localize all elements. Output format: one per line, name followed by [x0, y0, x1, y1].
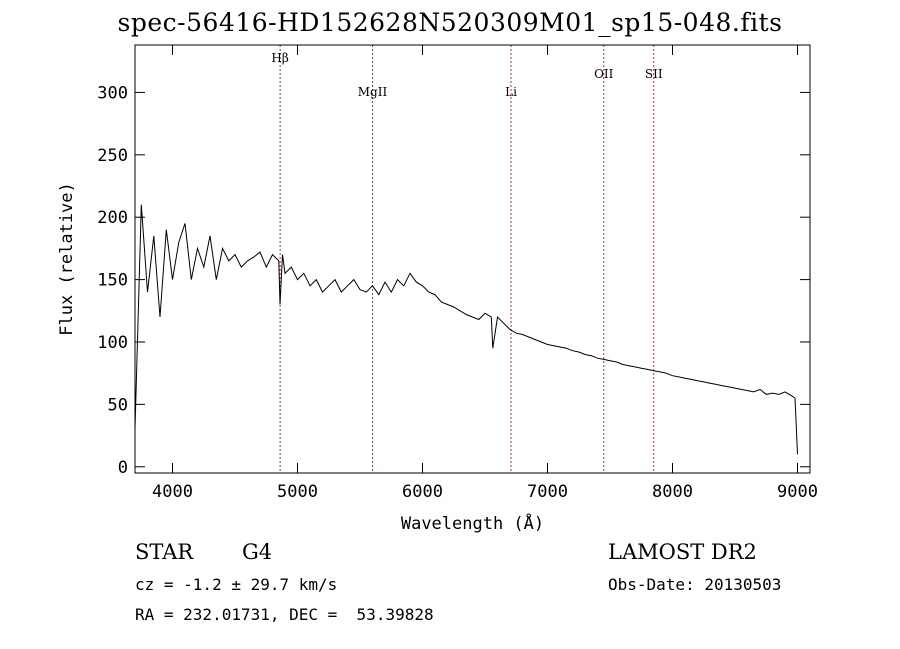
- spectral-line-label: MgII: [358, 85, 388, 99]
- y-tick-label: 200: [97, 208, 128, 228]
- spectral-line-label: OII: [594, 67, 614, 81]
- y-tick-label: 0: [118, 458, 128, 478]
- redshift-text: cz = -1.2 ± 29.7 km/s: [135, 575, 338, 594]
- coordinates: RA = 232.01731, DEC = 53.39828: [135, 605, 434, 624]
- y-tick-label: 300: [97, 83, 128, 103]
- axis-ticks: 4000 5000 6000 7000 8000 9000 0 50 100 150 200 250 3…: [97, 45, 818, 502]
- x-axis-label: Wavelength (Å): [401, 512, 544, 534]
- spectrum-line: [134, 204, 798, 455]
- x-tick-label: 4000: [152, 482, 193, 502]
- y-tick-label: 250: [97, 146, 128, 166]
- spectral-line-label: SII: [645, 67, 663, 81]
- x-tick-label: 5000: [277, 482, 318, 502]
- x-tick-label: 9000: [777, 482, 818, 502]
- survey-name: LAMOST DR2: [608, 540, 757, 564]
- y-axis-label: Flux (relative): [57, 182, 77, 336]
- x-tick-label: 7000: [527, 482, 568, 502]
- y-tick-label: 150: [97, 271, 128, 291]
- y-tick-label: 50: [108, 395, 128, 415]
- x-tick-label: 8000: [652, 482, 693, 502]
- object-subclass: G4: [242, 540, 273, 564]
- x-tick-label: 6000: [402, 482, 443, 502]
- plot-frame: [134, 44, 811, 474]
- chart-title: spec-56416-HD152628N520309M01_sp15-048.f…: [117, 8, 783, 37]
- y-tick-label: 100: [97, 333, 128, 353]
- obs-date: Obs-Date: 20130503: [608, 575, 782, 594]
- object-class: STAR: [135, 540, 194, 564]
- spectral-line-label: Li: [505, 85, 517, 99]
- spectral-line-label: Hβ: [271, 51, 288, 65]
- spectral-lines-layer: Hβ MgII Li OII SII: [271, 45, 663, 473]
